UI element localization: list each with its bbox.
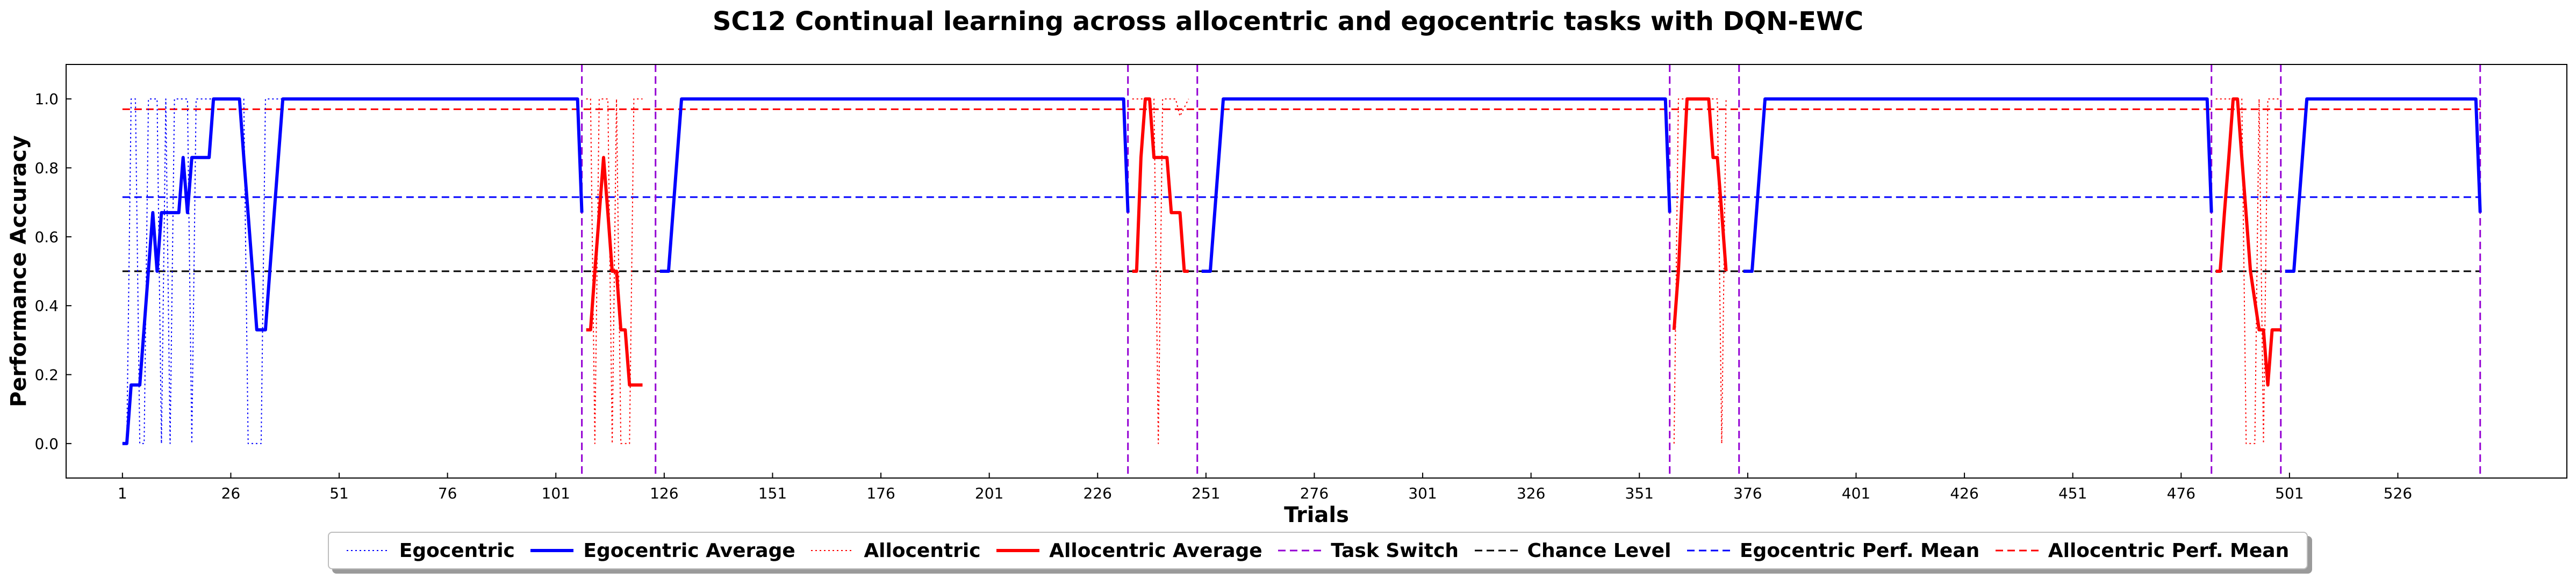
legend-item-chance-level: Chance Level [1474,539,1671,562]
legend-swatch-egocentric-perf-mean [1687,549,1730,552]
allocentric-line-segment-3 [1673,98,1727,444]
y-tick-label: 1.0 [34,90,59,108]
x-tick-label: 326 [1517,484,1545,502]
x-tick-label: 476 [2167,484,2195,502]
allocentric-line-segment-2 [1132,98,1189,444]
legend-item-allocentric-average: Allocentric Average [996,540,1262,562]
legend-label: Allocentric Perf. Mean [2048,539,2290,562]
egocentric-average-line-segment-2 [659,97,1130,273]
legend-label: Allocentric Average [1049,539,1262,562]
legend-item-allocentric: Allocentric [811,539,981,562]
legend-swatch-allocentric-perf-mean [1995,549,2039,552]
x-tick-label: 376 [1733,484,1762,502]
y-tick-label: 0.4 [34,297,59,315]
legend-item-egocentric: Egocentric [346,539,515,562]
plot-frame [66,64,2567,479]
y-axis-label: Performance Accuracy [6,135,31,407]
x-tick-label: 251 [1192,484,1220,502]
y-tick-label: 0.2 [34,366,59,384]
egocentric-average-line-segment-4 [1743,97,2213,273]
series-lines [122,97,2482,445]
x-axis-label: Trials [1284,503,1349,527]
legend-item-egocentric-average: Egocentric Average [530,540,795,562]
legend-item-egocentric-perf-mean: Egocentric Perf. Mean [1687,540,1979,562]
x-tick-label: 426 [1950,484,1978,502]
x-tick-label: 51 [329,484,349,502]
egocentric-average-line-segment-3 [1201,97,1671,273]
x-tick-label: 76 [438,484,457,502]
x-tick-label: 526 [2384,484,2412,502]
legend-swatch-chance-level [1474,549,1518,552]
egocentric-average-line-segment-5 [2285,97,2482,273]
x-tick-label: 501 [2275,484,2304,502]
legend-swatch-task-switch [1278,549,1322,552]
x-tick-label: 1 [118,484,127,502]
allocentric-average-line-segment-1 [586,156,643,387]
x-axis-ticks: 1 26 51 76 101 126 151 176 201 226 251 276 301 326 351… [118,473,2412,502]
task-switch-lines [581,64,2481,478]
legend-item-allocentric-perf-mean: Allocentric Perf. Mean [1995,539,2290,562]
egocentric-line-segment-1 [122,98,578,444]
legend-label: Task Switch [1331,539,1459,562]
allocentric-average-line-segment-4 [2215,97,2281,387]
x-tick-label: 276 [1300,484,1329,502]
y-axis-ticks: 0.0 0.2 0.4 0.6 0.8 1.0 [34,90,71,453]
legend-swatch-allocentric [811,550,855,551]
legend-label: Chance Level [1527,539,1671,562]
x-tick-label: 126 [650,484,678,502]
x-tick-label: 101 [542,484,570,502]
y-tick-label: 0.8 [34,160,59,177]
x-tick-label: 151 [758,484,787,502]
allocentric-average-line-segment-3 [1672,97,1728,330]
x-tick-label: 176 [866,484,895,502]
reference-lines [122,108,2480,272]
legend-label: Egocentric Perf. Mean [1739,539,1980,562]
legend: Egocentric Egocentric Average Allocentric A… [328,532,2308,569]
allocentric-average-line-segment-2 [1132,97,1189,273]
x-tick-label: 226 [1084,484,1112,502]
chart-title: SC12 Continual learning across allocentr… [712,6,1864,37]
legend-swatch-allocentric-average [996,549,1040,552]
egocentric-average-line-segment-1 [122,97,584,445]
x-tick-label: 351 [1625,484,1654,502]
y-tick-label: 0.0 [34,435,59,453]
x-tick-label: 401 [1842,484,1870,502]
legend-label: Allocentric [864,539,981,562]
legend-label: Egocentric [399,539,515,562]
legend-item-task-switch: Task Switch [1278,540,1459,562]
x-tick-label: 201 [975,484,1003,502]
legend-swatch-egocentric [346,550,390,551]
x-tick-label: 451 [2058,484,2087,502]
y-tick-label: 0.6 [34,228,59,246]
allocentric-line-segment-4 [2215,98,2281,444]
x-tick-label: 301 [1408,484,1437,502]
legend-swatch-egocentric-average [530,549,574,552]
legend-label: Egocentric Average [583,539,795,562]
x-tick-label: 26 [221,484,241,502]
